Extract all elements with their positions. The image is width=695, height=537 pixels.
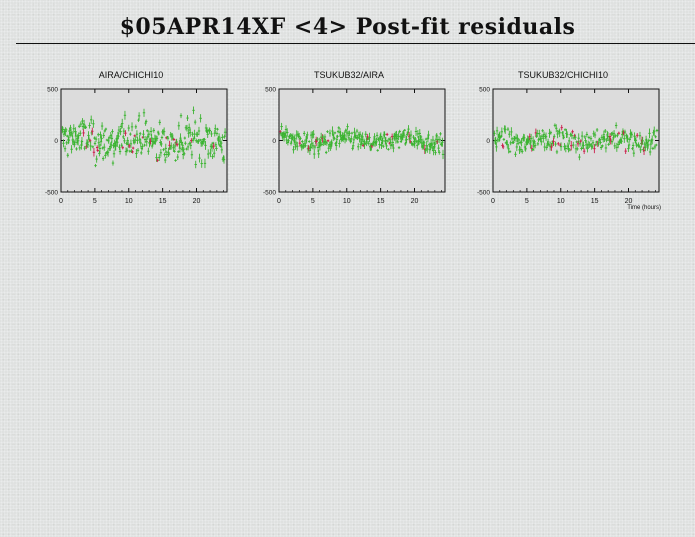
x-tick-label: 15 xyxy=(159,198,167,205)
x-tick-label: 20 xyxy=(193,198,201,205)
x-tick-label: 5 xyxy=(93,198,97,205)
panel-title: AIRA/CHICHI10 xyxy=(98,70,164,80)
x-tick-label: 20 xyxy=(411,198,419,205)
panel-title: TSUKUB32/CHICHI10 xyxy=(517,70,609,80)
y-tick-label: 500 xyxy=(47,87,58,94)
residual-points xyxy=(493,122,659,161)
x-tick-label: 5 xyxy=(525,198,529,205)
x-tick-label: 10 xyxy=(343,198,351,205)
residual-panel-3: TSUKUB32/CHICHI10 500 0 -500 0 5 10 15 20 Time (… xyxy=(468,70,661,218)
y-tick-label: -500 xyxy=(45,190,58,197)
x-tick-label: 20 xyxy=(625,198,633,205)
residual-panel-2: TSUKUB32/AIRA 500 0 -500 0 5 10 15 20 xyxy=(254,70,446,218)
x-tick-label: 15 xyxy=(377,198,385,205)
plot-frame xyxy=(492,88,660,193)
x-tick-label: 15 xyxy=(591,198,599,205)
residual-points xyxy=(279,122,445,160)
plot-frame xyxy=(60,88,228,193)
x-axis-label: Time (hours) xyxy=(627,205,661,211)
x-tick-label: 10 xyxy=(125,198,133,205)
x-tick-label: 0 xyxy=(491,198,495,205)
y-tick-label: -500 xyxy=(263,190,276,197)
x-tick-label: 10 xyxy=(557,198,565,205)
y-tick-label: 0 xyxy=(272,138,276,145)
residual-panel-1: AIRA/CHICHI10 500 0 -500 0 5 10 15 20 xyxy=(36,70,228,218)
residual-points xyxy=(61,106,227,169)
y-tick-label: 500 xyxy=(265,87,276,94)
x-tick-label: 0 xyxy=(277,198,281,205)
y-tick-label: 0 xyxy=(486,138,490,145)
y-tick-label: 500 xyxy=(479,87,490,94)
panel-title: TSUKUB32/AIRA xyxy=(313,70,385,80)
page-title: $05APR14XF <4> Post-fit residuals xyxy=(119,14,576,40)
x-tick-label: 0 xyxy=(59,198,63,205)
y-tick-label: 0 xyxy=(54,138,58,145)
title-divider xyxy=(16,43,695,44)
x-tick-label: 5 xyxy=(311,198,315,205)
y-tick-label: -500 xyxy=(477,190,490,197)
